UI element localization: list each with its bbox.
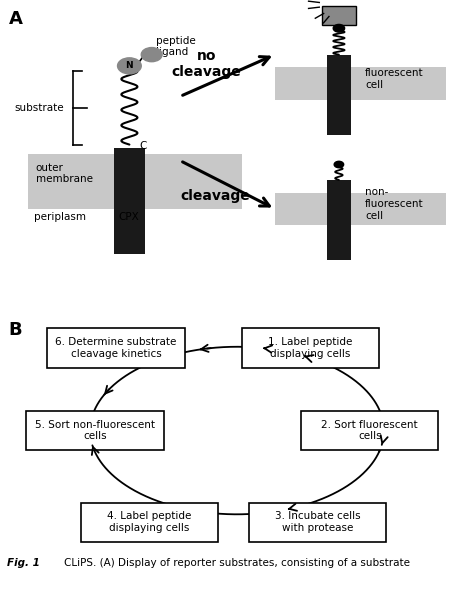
- Text: Fig. 1: Fig. 1: [7, 558, 40, 568]
- Text: A: A: [9, 10, 22, 27]
- Text: no
cleavage: no cleavage: [171, 49, 241, 79]
- FancyBboxPatch shape: [47, 328, 185, 368]
- Text: 1. Label peptide
displaying cells: 1. Label peptide displaying cells: [268, 337, 353, 359]
- Text: CLiPS. (A) Display of reporter substrates, consisting of a substrate: CLiPS. (A) Display of reporter substrate…: [64, 558, 410, 568]
- Bar: [114, 148, 145, 254]
- Bar: [28, 154, 242, 209]
- Text: CPX: CPX: [118, 212, 139, 222]
- Text: 3. Incubate cells
with protease: 3. Incubate cells with protease: [275, 511, 360, 533]
- Bar: [327, 180, 351, 260]
- Text: 2. Sort fluorescent
cells: 2. Sort fluorescent cells: [321, 419, 418, 441]
- FancyBboxPatch shape: [301, 411, 438, 450]
- Text: 5. Sort non-fluorescent
cells: 5. Sort non-fluorescent cells: [35, 419, 155, 441]
- FancyBboxPatch shape: [26, 411, 164, 450]
- Bar: [275, 67, 446, 99]
- Text: substrate: substrate: [14, 102, 64, 112]
- FancyBboxPatch shape: [81, 503, 218, 542]
- FancyBboxPatch shape: [242, 328, 379, 368]
- Text: non-
fluorescent
cell: non- fluorescent cell: [365, 187, 424, 221]
- Text: B: B: [9, 321, 22, 339]
- Circle shape: [333, 24, 345, 32]
- Circle shape: [141, 48, 162, 62]
- Bar: [275, 193, 446, 225]
- Text: 4. Label peptide
displaying cells: 4. Label peptide displaying cells: [107, 511, 191, 533]
- Text: cleavage: cleavage: [181, 189, 251, 203]
- Text: peptide
ligand: peptide ligand: [156, 36, 196, 57]
- Circle shape: [118, 58, 141, 74]
- Text: fluorescent
cell: fluorescent cell: [365, 68, 424, 89]
- Text: N: N: [126, 61, 133, 70]
- Circle shape: [334, 161, 344, 168]
- Text: outer
membrane: outer membrane: [36, 162, 92, 184]
- Bar: [322, 6, 356, 25]
- Text: 6. Determine substrate
cleavage kinetics: 6. Determine substrate cleavage kinetics: [55, 337, 177, 359]
- Text: periplasm: periplasm: [34, 212, 86, 222]
- Text: C: C: [140, 141, 147, 151]
- Bar: [327, 55, 351, 135]
- FancyBboxPatch shape: [249, 503, 386, 542]
